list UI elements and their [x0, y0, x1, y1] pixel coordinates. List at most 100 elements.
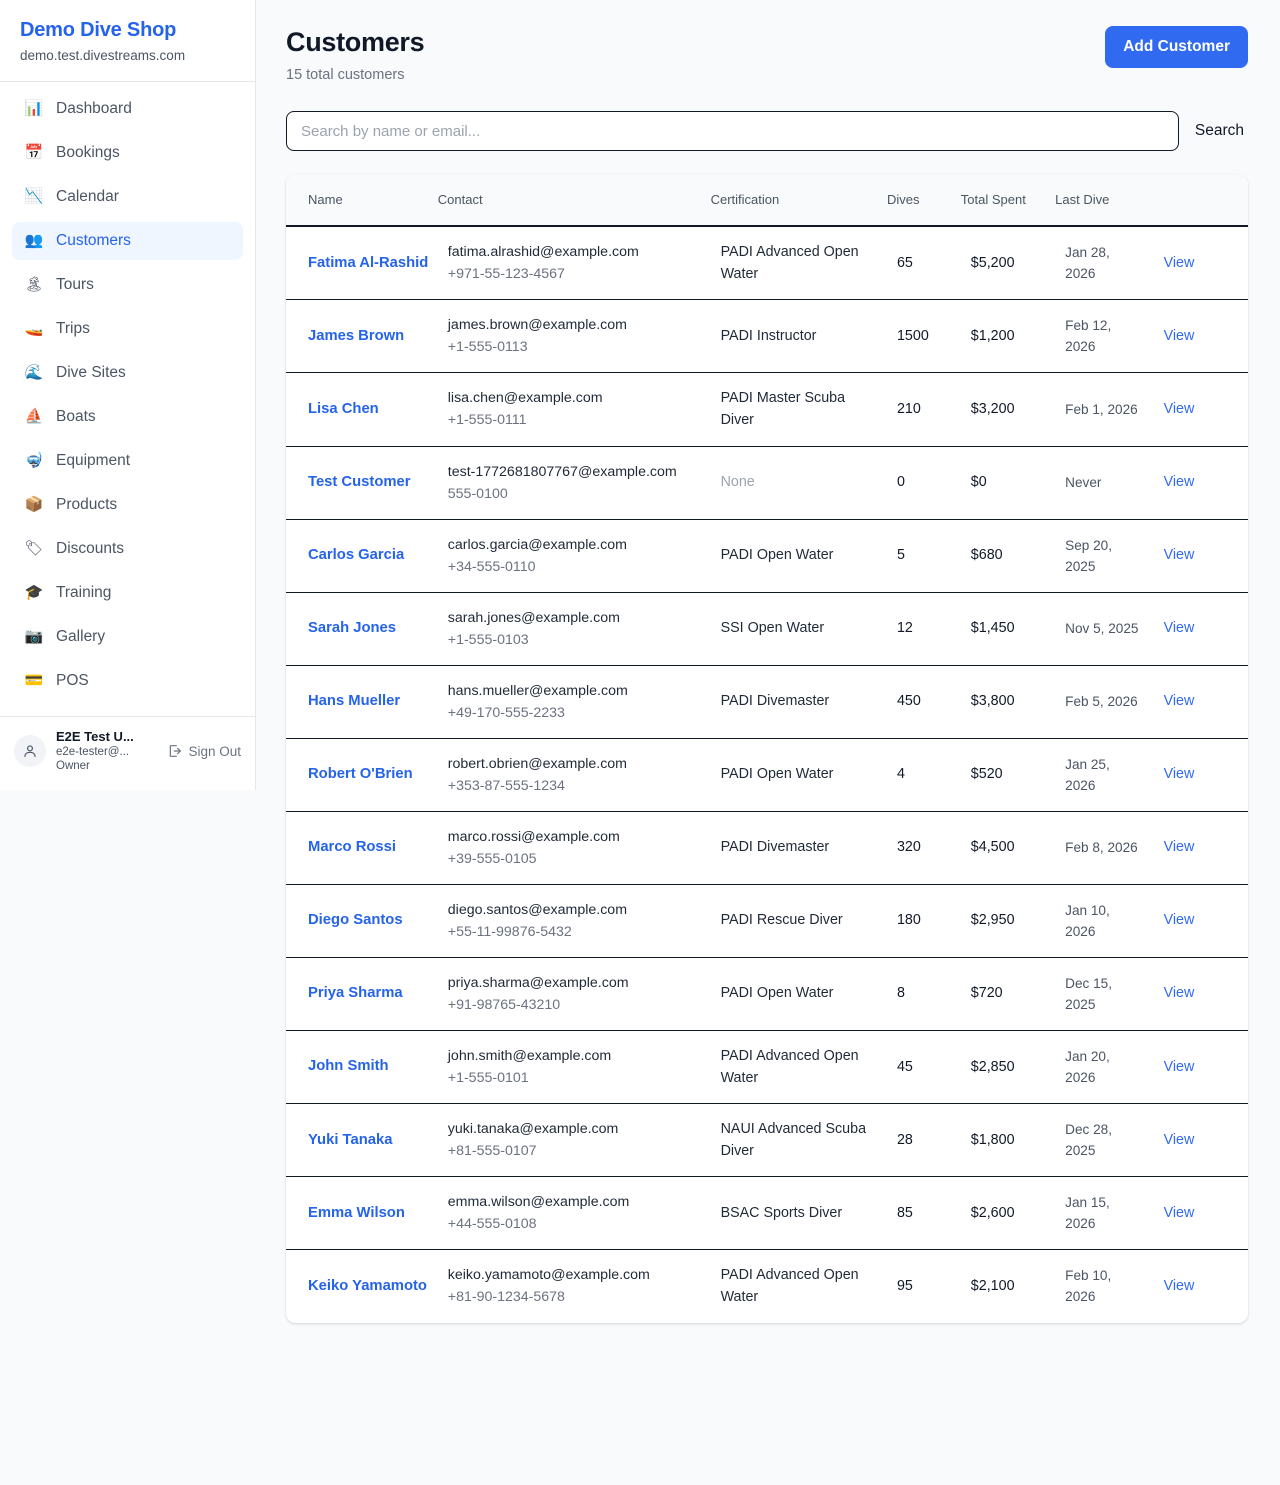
- cell-total-spent: $4,500: [960, 811, 1056, 885]
- table-row: Emma Wilson emma.wilson@example.com +44-55…: [286, 1176, 1248, 1251]
- cell-actions: View: [1153, 519, 1248, 593]
- sidebar-item-label: Products: [56, 495, 118, 513]
- credit-card-icon: 💳: [24, 672, 44, 690]
- customer-phone: +39-555-0105: [447, 850, 537, 867]
- table-row: Test Customer test-1772681807767@example.…: [286, 446, 1248, 520]
- sidebar-item-boats[interactable]: ⛵ Boats: [12, 398, 243, 436]
- certification-value: PADI Advanced Open Water: [720, 243, 859, 283]
- add-customer-button[interactable]: Add Customer: [1105, 26, 1248, 68]
- cell-name: Yuki Tanaka: [286, 1103, 438, 1178]
- cell-total-spent: $520: [960, 738, 1056, 812]
- cell-last-dive: Jan 25, 2026: [1055, 738, 1154, 812]
- sidebar-item-pos[interactable]: 💳 POS: [12, 662, 243, 700]
- customer-email: james.brown@example.com: [447, 317, 627, 334]
- customer-phone: +1-555-0111: [447, 412, 527, 429]
- view-link[interactable]: View: [1163, 328, 1195, 345]
- customer-phone: +91-98765-43210: [447, 996, 561, 1013]
- sidebar-item-label: Dashboard: [56, 99, 132, 117]
- view-link[interactable]: View: [1163, 912, 1195, 929]
- view-link[interactable]: View: [1163, 985, 1195, 1002]
- sidebar-item-label: Dive Sites: [56, 363, 126, 381]
- customer-name-link[interactable]: Fatima Al-Rashid: [308, 254, 429, 271]
- customer-name-link[interactable]: John Smith: [308, 1058, 389, 1075]
- sign-out-button[interactable]: Sign Out: [165, 743, 241, 759]
- view-link[interactable]: View: [1163, 1131, 1195, 1148]
- view-link[interactable]: View: [1163, 1058, 1195, 1075]
- search-button[interactable]: Search: [1193, 122, 1248, 140]
- cell-contact: sarah.jones@example.com +1-555-0103: [437, 592, 711, 666]
- sidebar-item-label: Customers: [56, 231, 131, 249]
- sidebar-item-equipment[interactable]: 🤿 Equipment: [12, 442, 243, 480]
- view-link[interactable]: View: [1163, 766, 1195, 783]
- cell-actions: View: [1153, 1030, 1248, 1104]
- customer-email: carlos.garcia@example.com: [447, 536, 627, 553]
- cell-contact: test-1772681807767@example.com 555-0100: [437, 446, 711, 520]
- cell-total-spent: $1,450: [960, 592, 1056, 666]
- sidebar-item-customers[interactable]: 👥 Customers: [12, 221, 243, 260]
- customer-name-link[interactable]: Keiko Yamamoto: [308, 1277, 427, 1294]
- cell-certification: PADI Advanced Open Water: [711, 1250, 887, 1323]
- view-link[interactable]: View: [1163, 547, 1195, 564]
- sidebar-item-dive-sites[interactable]: 🌊 Dive Sites: [12, 354, 243, 392]
- sidebar-item-trips[interactable]: 🚤 Trips: [12, 310, 243, 348]
- sidebar-item-discounts[interactable]: 🏷 Discounts: [12, 530, 243, 568]
- cell-contact: lisa.chen@example.com +1-555-0111: [437, 372, 711, 447]
- brand-domain: demo.test.divestreams.com: [20, 48, 186, 63]
- cell-total-spent: $1,200: [960, 299, 1056, 374]
- customer-email: fatima.alrashid@example.com: [447, 244, 639, 261]
- view-link[interactable]: View: [1163, 620, 1195, 637]
- customer-name-link[interactable]: Diego Santos: [308, 912, 403, 929]
- customer-name-link[interactable]: Test Customer: [308, 474, 411, 491]
- package-icon: 📦: [24, 496, 44, 514]
- table-row: Sarah Jones sarah.jones@example.com +1-555…: [286, 592, 1248, 666]
- sign-out-label: Sign Out: [188, 743, 241, 759]
- customer-name-link[interactable]: Priya Sharma: [308, 985, 403, 1002]
- cell-name: Hans Mueller: [286, 665, 438, 739]
- view-link[interactable]: View: [1163, 1205, 1195, 1222]
- cell-contact: john.smith@example.com +1-555-0101: [437, 1030, 711, 1104]
- sidebar-item-label: Equipment: [56, 451, 131, 469]
- sidebar-item-training[interactable]: 🎓 Training: [12, 574, 243, 612]
- view-link[interactable]: View: [1163, 1278, 1195, 1295]
- customer-name-link[interactable]: Lisa Chen: [308, 400, 379, 417]
- sidebar-item-gallery[interactable]: 📷 Gallery: [12, 618, 243, 656]
- view-link[interactable]: View: [1163, 255, 1195, 272]
- sidebar-item-label: Boats: [56, 407, 96, 425]
- customer-name-link[interactable]: Hans Mueller: [308, 693, 401, 710]
- view-link[interactable]: View: [1163, 474, 1195, 491]
- sidebar-item-bookings[interactable]: 📅 Bookings: [12, 134, 243, 172]
- sidebar-item-products[interactable]: 📦 Products: [12, 486, 243, 524]
- customer-name-link[interactable]: Yuki Tanaka: [308, 1131, 393, 1148]
- search-input[interactable]: [286, 111, 1179, 152]
- user-profile-block: E2E Test U... e2e-tester@... Owner Sign …: [0, 715, 255, 790]
- view-link[interactable]: View: [1163, 839, 1195, 856]
- table-row: Keiko Yamamoto keiko.yamamoto@example.com…: [286, 1250, 1248, 1323]
- cell-dives: 45: [886, 1030, 961, 1104]
- cell-last-dive: Never: [1055, 446, 1154, 520]
- view-link[interactable]: View: [1163, 693, 1195, 710]
- customer-name-link[interactable]: Sarah Jones: [308, 620, 397, 637]
- table-row: Robert O'Brien robert.obrien@example.com +…: [286, 738, 1248, 812]
- cell-certification: NAUI Advanced Scuba Diver: [710, 1103, 887, 1178]
- customer-name-link[interactable]: Carlos Garcia: [308, 547, 405, 564]
- certification-value: PADI Master Scuba Diver: [720, 390, 846, 429]
- customer-email: robert.obrien@example.com: [447, 755, 627, 772]
- view-link[interactable]: View: [1163, 401, 1195, 418]
- certification-value: PADI Rescue Diver: [720, 912, 843, 929]
- column-header-contact: Contact: [437, 175, 711, 227]
- certification-value: NAUI Advanced Scuba Diver: [720, 1120, 867, 1160]
- cell-actions: View: [1153, 372, 1248, 447]
- table-body: Fatima Al-Rashid fatima.alrashid@example.…: [286, 225, 1248, 1323]
- brand-name: Demo Dive Shop: [20, 19, 177, 41]
- sidebar-item-tours[interactable]: 🏝 Tours: [12, 266, 243, 304]
- customer-name-link[interactable]: Emma Wilson: [308, 1204, 405, 1221]
- sidebar-item-dashboard[interactable]: 📊 Dashboard: [12, 90, 243, 128]
- customer-name-link[interactable]: Robert O'Brien: [308, 766, 413, 783]
- customer-phone: +44-555-0108: [447, 1216, 537, 1233]
- certification-value: PADI Divemaster: [720, 693, 830, 710]
- cell-dives: 210: [886, 372, 961, 447]
- customer-name-link[interactable]: James Brown: [308, 327, 405, 344]
- sidebar-item-calendar[interactable]: 📉 Calendar: [12, 178, 243, 216]
- cell-total-spent: $2,600: [960, 1176, 1056, 1251]
- customer-name-link[interactable]: Marco Rossi: [308, 839, 396, 856]
